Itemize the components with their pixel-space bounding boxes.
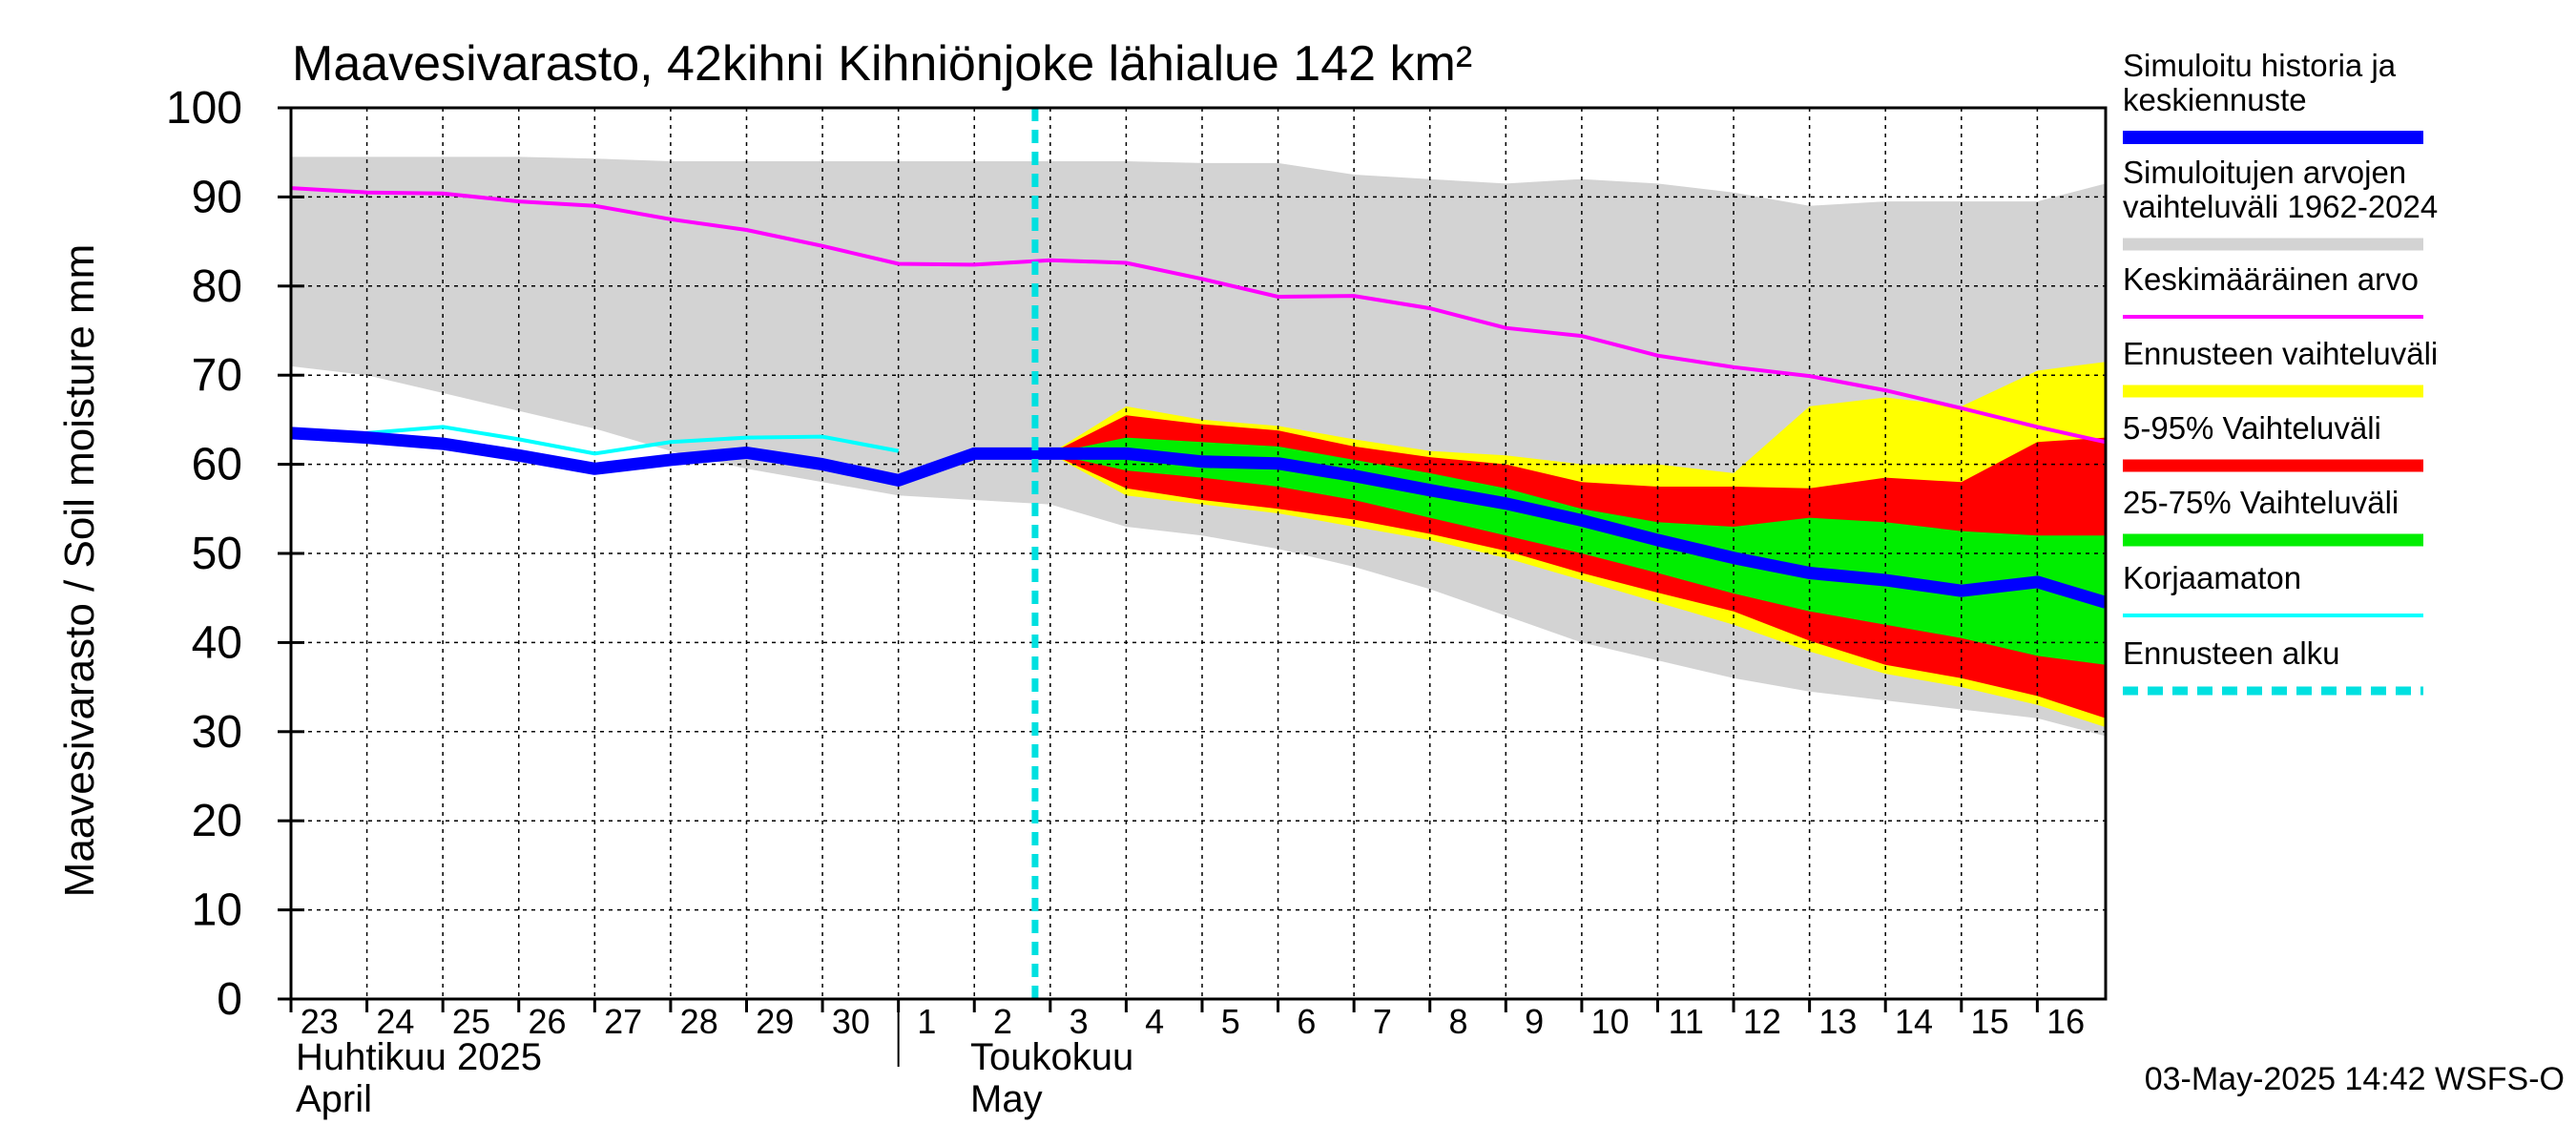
month-label-april-en: April bbox=[296, 1078, 372, 1120]
x-tick-label: 2 bbox=[993, 1002, 1012, 1041]
legend-label: Keskimääräinen arvo bbox=[2123, 261, 2419, 297]
legend-label: Korjaamaton bbox=[2123, 560, 2301, 595]
legend-label: Simuloitujen arvojen bbox=[2123, 155, 2406, 190]
x-tick-label: 15 bbox=[1971, 1002, 2009, 1041]
legend-label: vaihteluväli 1962-2024 bbox=[2123, 189, 2438, 224]
x-tick-label: 1 bbox=[917, 1002, 936, 1041]
legend-label: Ennusteen vaihteluväli bbox=[2123, 336, 2438, 371]
legend-label: 5-95% Vaihteluväli bbox=[2123, 410, 2381, 446]
x-tick-label: 7 bbox=[1373, 1002, 1392, 1041]
y-axis: 0 10 20 30 40 50 60 70 80 90 100 bbox=[166, 83, 304, 1025]
x-tick-label: 6 bbox=[1297, 1002, 1316, 1041]
korjaamaton-line bbox=[291, 425, 900, 456]
y-tick-label: 40 bbox=[192, 617, 242, 668]
x-tick-label: 5 bbox=[1221, 1002, 1240, 1041]
y-tick-label: 90 bbox=[192, 172, 242, 222]
x-tick-label: 27 bbox=[604, 1002, 642, 1041]
legend-label: 25-75% Vaihteluväli bbox=[2123, 485, 2399, 520]
y-tick-label: 10 bbox=[192, 885, 242, 936]
y-tick-label: 0 bbox=[217, 974, 242, 1025]
plot-area bbox=[289, 106, 2108, 1001]
y-tick-label: 30 bbox=[192, 707, 242, 758]
y-tick-label: 60 bbox=[192, 440, 242, 490]
mean-line bbox=[291, 186, 2106, 445]
x-tick-label: 28 bbox=[680, 1002, 718, 1041]
legend-label: Ennusteen alku bbox=[2123, 635, 2340, 671]
x-tick-label: 30 bbox=[832, 1002, 870, 1041]
y-axis-label: Maavesivarasto / Soil moisture mm bbox=[56, 244, 103, 898]
y-tick-label: 100 bbox=[166, 83, 242, 134]
x-tick-label: 29 bbox=[756, 1002, 794, 1041]
x-tick-label: 10 bbox=[1591, 1002, 1630, 1041]
x-tick-label: 25 bbox=[452, 1002, 490, 1041]
x-tick-label: 11 bbox=[1669, 1002, 1704, 1041]
x-tick-label: 16 bbox=[2046, 1002, 2085, 1041]
legend-label: Simuloitu historia ja bbox=[2123, 48, 2397, 83]
history-line bbox=[291, 427, 2106, 609]
legend-label: keskiennuste bbox=[2123, 82, 2307, 117]
x-tick-label: 24 bbox=[376, 1002, 414, 1041]
y-tick-label: 80 bbox=[192, 261, 242, 312]
timestamp-label: 03-May-2025 14:42 WSFS-O bbox=[2145, 1061, 2565, 1097]
y-tick-label: 20 bbox=[192, 796, 242, 846]
x-tick-label: 23 bbox=[301, 1002, 339, 1041]
x-axis: 23 24 25 26 27 28 29 30 1 2 3 4 5 6 7 8 9 10 11 12 13 14 15 16 bbox=[289, 999, 2085, 1067]
y-tick-label: 70 bbox=[192, 350, 242, 401]
x-tick-label: 13 bbox=[1818, 1002, 1857, 1041]
x-tick-label: 14 bbox=[1895, 1002, 1933, 1041]
x-tick-label: 8 bbox=[1448, 1002, 1467, 1041]
month-label-april-fi: Huhtikuu 2025 bbox=[296, 1036, 542, 1078]
month-label-may-fi: Toukokuu bbox=[970, 1036, 1133, 1078]
x-tick-label: 12 bbox=[1743, 1002, 1781, 1041]
x-tick-label: 3 bbox=[1070, 1002, 1089, 1041]
p25-75-band bbox=[1049, 437, 2106, 665]
x-tick-label: 4 bbox=[1145, 1002, 1164, 1041]
x-tick-label: 9 bbox=[1525, 1002, 1544, 1041]
y-tick-label: 50 bbox=[192, 529, 242, 579]
chart-title: Maavesivarasto, 42kihni Kihniönjoke lähi… bbox=[292, 36, 1472, 92]
month-label-may-en: May bbox=[970, 1078, 1043, 1120]
x-tick-label: 26 bbox=[529, 1002, 567, 1041]
